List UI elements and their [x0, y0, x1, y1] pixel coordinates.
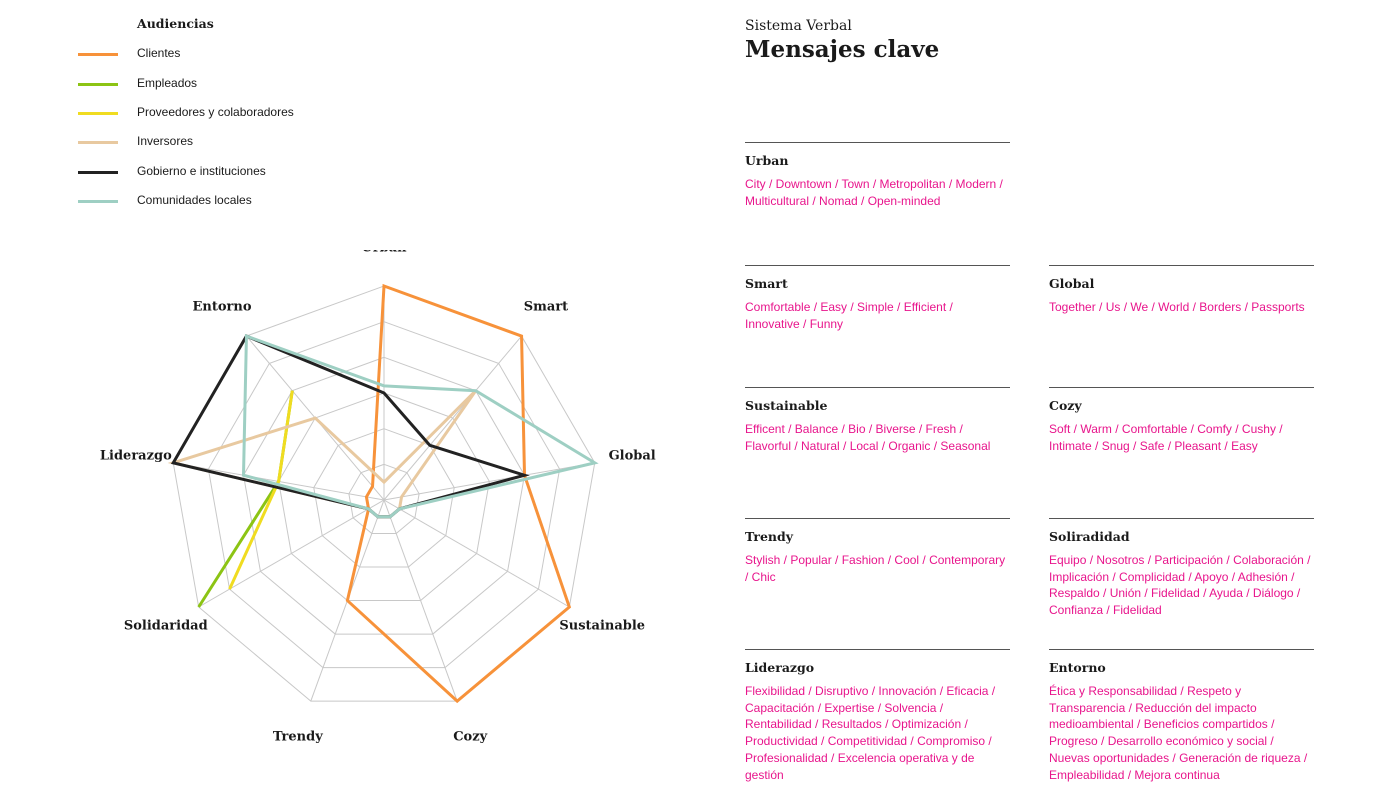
message-keywords: City / Downtown / Town / Metropolitan / …	[745, 177, 1003, 208]
radar-spoke	[198, 499, 385, 608]
message-heading: Global	[1049, 276, 1095, 291]
chart-legend: Audiencias Clientes Empleados Proveedore…	[78, 0, 378, 220]
legend-label: Comunidades locales	[137, 193, 252, 207]
radar-series-proveedores-y-colaboradores	[228, 390, 294, 590]
message-keywords: Ética y Responsabilidad / Respeto y Tran…	[1049, 684, 1308, 782]
legend-label: Empleados	[137, 76, 198, 90]
legend-swatch	[78, 141, 118, 144]
message-heading: Entorno	[1049, 660, 1106, 675]
message-heading: Sustainable	[745, 398, 828, 413]
page-title: Mensajes clave	[745, 36, 940, 63]
radar-grid-ring	[278, 392, 490, 602]
legend-item-clientes: Clientes	[78, 46, 378, 62]
message-heading: Urban	[745, 153, 789, 168]
legend-item-comunidades: Comunidades locales	[78, 193, 378, 209]
message-heading: Smart	[745, 276, 788, 291]
message-heading: Cozy	[1049, 398, 1082, 413]
radar-spoke	[383, 462, 595, 501]
page-subtitle: Sistema Verbal	[745, 18, 852, 34]
message-keywords: Equipo / Nosotros / Participación / Cola…	[1049, 553, 1311, 618]
axis-label-global: Global	[609, 449, 656, 464]
axis-label-smart: Smart	[524, 299, 568, 314]
legend-label: Clientes	[137, 46, 181, 60]
axis-label-solidaridad: Solidaridad	[124, 619, 208, 634]
message-block-liderazgo: Liderazgo Flexibilidad / Disruptivo / In…	[745, 649, 1010, 783]
radar-series	[167, 283, 599, 704]
radar-grid-ring	[313, 428, 455, 568]
axis-label-cozy: Cozy	[453, 729, 487, 744]
legend-label: Gobierno e instituciones	[137, 164, 266, 178]
radar-series-comunidades-locales	[241, 333, 599, 519]
message-heading: Soliradidad	[1049, 529, 1130, 544]
legend-swatch	[78, 83, 118, 86]
legend-swatch	[78, 112, 118, 115]
message-heading: Liderazgo	[745, 660, 815, 675]
message-heading: Trendy	[745, 529, 794, 544]
message-block-trendy: Trendy Stylish / Popular / Fashion / Coo…	[745, 518, 1010, 585]
legend-swatch	[78, 171, 118, 174]
radar-chart-svg: Urban Smart Global Sustainable Cozy Trendy Sol…	[100, 250, 656, 744]
axis-label-liderazgo: Liderazgo	[100, 449, 172, 464]
message-block-entorno: Entorno Ética y Responsabilidad / Respet…	[1049, 649, 1314, 783]
axis-label-entorno: Entorno	[193, 299, 252, 314]
message-block-sustainable: Sustainable Efficent / Balance / Bio / B…	[745, 387, 1010, 454]
radar-spoke	[383, 499, 458, 702]
radar-grid-ring	[348, 463, 420, 535]
legend-title: Audiencias	[137, 16, 214, 31]
radar-spoke	[383, 335, 522, 501]
legend-label: Proveedores y colaboradores	[137, 105, 294, 119]
radar-spoke	[383, 499, 570, 608]
legend-swatch	[78, 200, 118, 203]
legend-swatch	[78, 53, 118, 56]
message-keywords: Together / Us / We / World / Borders / P…	[1049, 300, 1305, 314]
axis-label-trendy: Trendy	[273, 729, 323, 744]
message-keywords: Stylish / Popular / Fashion / Cool / Con…	[745, 553, 1006, 584]
axis-label-urban: Urban	[361, 250, 407, 256]
legend-item-inversores: Inversores	[78, 134, 378, 150]
axis-label-sustainable: Sustainable	[559, 619, 645, 634]
legend-item-proveedores: Proveedores y colaboradores	[78, 105, 378, 121]
legend-label: Inversores	[137, 134, 194, 148]
radar-series-gobierno-e-instituciones	[170, 334, 530, 519]
page-header: Sistema Verbal Mensajes clave	[745, 18, 939, 63]
message-block-global: Global Together / Us / We / World / Bord…	[1049, 265, 1314, 316]
message-keywords: Comfortable / Easy / Simple / Efficient …	[745, 300, 953, 331]
message-block-soliradidad: Soliradidad Equipo / Nosotros / Particip…	[1049, 518, 1314, 619]
message-block-cozy: Cozy Soft / Warm / Comfortable / Comfy /…	[1049, 387, 1314, 454]
radar-chart: Urban Smart Global Sustainable Cozy Trendy Sol…	[0, 250, 700, 800]
message-block-smart: Smart Comfortable / Easy / Simple / Effi…	[745, 265, 1010, 332]
radar-axis-labels: Urban Smart Global Sustainable Cozy Trendy Sol…	[100, 250, 656, 744]
message-block-urban: Urban City / Downtown / Town / Metropoli…	[745, 142, 1010, 209]
legend-item-empleados: Empleados	[78, 76, 378, 92]
radar-grid-ring	[207, 321, 561, 669]
legend-item-gobierno: Gobierno e instituciones	[78, 164, 378, 180]
message-keywords: Efficent / Balance / Bio / Biverse / Fre…	[745, 422, 991, 453]
radar-series-clientes	[345, 283, 572, 704]
message-keywords: Soft / Warm / Comfortable / Comfy / Cush…	[1049, 422, 1283, 453]
message-keywords: Flexibilidad / Disruptivo / Innovación /…	[745, 684, 996, 782]
